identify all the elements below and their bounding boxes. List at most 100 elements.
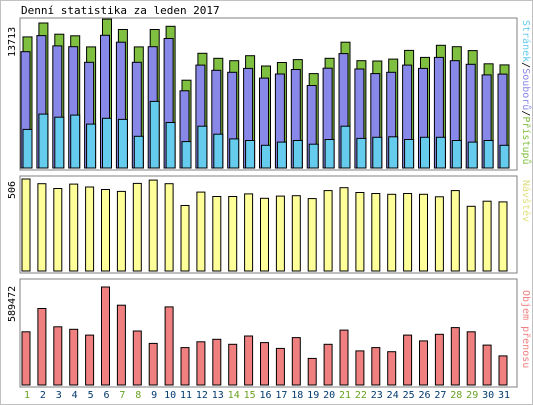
pages-bar	[356, 137, 367, 169]
visits-bar	[164, 183, 174, 272]
pages-bar	[181, 141, 192, 169]
pages-bar	[467, 141, 478, 169]
kbytes-bar	[307, 357, 317, 386]
legend-kbytes: Objem přenosu	[520, 290, 532, 368]
x-tick-label: 1	[24, 390, 30, 401]
chart-title: Denní statistika za leden 2017	[21, 4, 220, 17]
pages-bar	[276, 141, 287, 169]
x-tick-label: 18	[291, 390, 303, 401]
visits-bar	[466, 205, 476, 272]
pages-bar	[213, 133, 224, 169]
visits-bar	[275, 195, 285, 272]
panel-visits-frame	[19, 175, 518, 274]
x-tick-label: 20	[323, 390, 335, 401]
visits-bar	[212, 196, 222, 272]
kbytes-bar	[37, 308, 47, 386]
x-tick-label: 3	[56, 390, 62, 401]
kbytes-bar	[132, 330, 142, 386]
pages-bar	[404, 139, 415, 169]
pages-bar	[324, 139, 335, 169]
x-tick-label: 15	[244, 390, 256, 401]
x-tick-label: 4	[72, 390, 78, 401]
pages-bar	[435, 136, 446, 169]
kbytes-bar	[355, 350, 365, 386]
kbytes-bar	[275, 347, 285, 386]
visits-bar	[21, 178, 31, 272]
visits-bar	[260, 197, 269, 272]
kbytes-bar	[164, 306, 174, 386]
x-tick-label: 14	[228, 390, 240, 401]
kbytes-bar	[419, 340, 428, 386]
x-tick-label: 12	[196, 390, 208, 401]
legend-files: Souborů	[520, 68, 532, 110]
kbytes-bar	[371, 347, 381, 386]
pages-bar	[229, 138, 240, 169]
pages-bar	[420, 136, 430, 169]
x-tick-label: 21	[339, 390, 351, 401]
kbytes-bar	[228, 343, 238, 386]
x-tick-label: 6	[103, 390, 109, 401]
x-tick-label: 22	[355, 390, 367, 401]
x-tick-label: 7	[119, 390, 125, 401]
pages-bar	[133, 135, 144, 169]
pages-bar	[165, 122, 176, 169]
legend-sep-1: /	[520, 62, 531, 68]
kbytes-bar	[148, 342, 158, 386]
kbytes-bar	[116, 304, 126, 386]
x-tick-label: 2	[40, 390, 46, 401]
kbytes-bar	[244, 335, 254, 386]
kbytes-bar	[180, 347, 190, 386]
pages-bar	[292, 140, 303, 169]
x-axis-labels: 1 2 3 4 5 6 7 8 9 10 11 12 13 14 15 16 17 18 19 20 21 22 23 24 2…	[24, 390, 510, 401]
visits-bar	[355, 192, 365, 272]
visits-bar	[53, 188, 63, 272]
visits-bar	[434, 196, 444, 272]
kbytes-bar	[498, 355, 508, 386]
visits-bar	[180, 205, 190, 272]
x-tick-label: 29	[466, 390, 478, 401]
kbytes-bar	[291, 337, 301, 386]
kbytes-bar	[53, 326, 63, 386]
kbytes-bar	[212, 338, 222, 386]
visits-bar	[148, 179, 158, 272]
x-tick-label: 24	[387, 390, 399, 401]
kbytes-bar	[323, 343, 333, 386]
x-tick-label: 19	[307, 390, 319, 401]
kbytes-bar	[450, 327, 460, 386]
kbytes-bar	[21, 331, 31, 386]
panel-kbytes-frame	[19, 278, 518, 388]
kbytes-bar	[69, 328, 79, 386]
bars-layer	[20, 18, 510, 386]
kbytes-bar	[466, 331, 476, 386]
kbytes-bar	[260, 342, 269, 386]
kbytes-bar	[434, 333, 444, 386]
visits-bar	[244, 193, 254, 272]
visits-bar	[85, 186, 95, 272]
x-tick-label: 5	[88, 390, 94, 401]
pages-bar	[261, 144, 271, 169]
visits-bar	[69, 183, 79, 272]
legend-hits-files-pages: Stránek/Souborů/Přístupů	[520, 20, 532, 165]
x-tick-label: 16	[259, 390, 271, 401]
visits-bar	[323, 190, 333, 272]
x-tick-label: 30	[482, 390, 494, 401]
pages-bar	[197, 125, 208, 169]
visits-bar	[387, 193, 397, 272]
pages-bar	[86, 123, 97, 169]
x-tick-label: 10	[164, 390, 176, 401]
visits-bar	[291, 195, 301, 272]
pages-bar	[70, 114, 81, 169]
x-tick-label: 26	[418, 390, 430, 401]
kbytes-bar	[101, 286, 110, 386]
visits-bar	[339, 187, 349, 272]
x-tick-label: 8	[135, 390, 141, 401]
pages-bar	[117, 118, 128, 169]
ymax-label-kbytes: 589472	[7, 286, 18, 322]
legend-pages: Stránek	[520, 20, 532, 62]
pages-bar	[308, 143, 319, 169]
x-tick-label: 31	[498, 390, 510, 401]
kbytes-bar	[403, 334, 413, 386]
ymax-label-hits: 13713	[7, 27, 18, 57]
kbytes-bar	[85, 334, 95, 386]
visits-bar	[403, 193, 413, 272]
